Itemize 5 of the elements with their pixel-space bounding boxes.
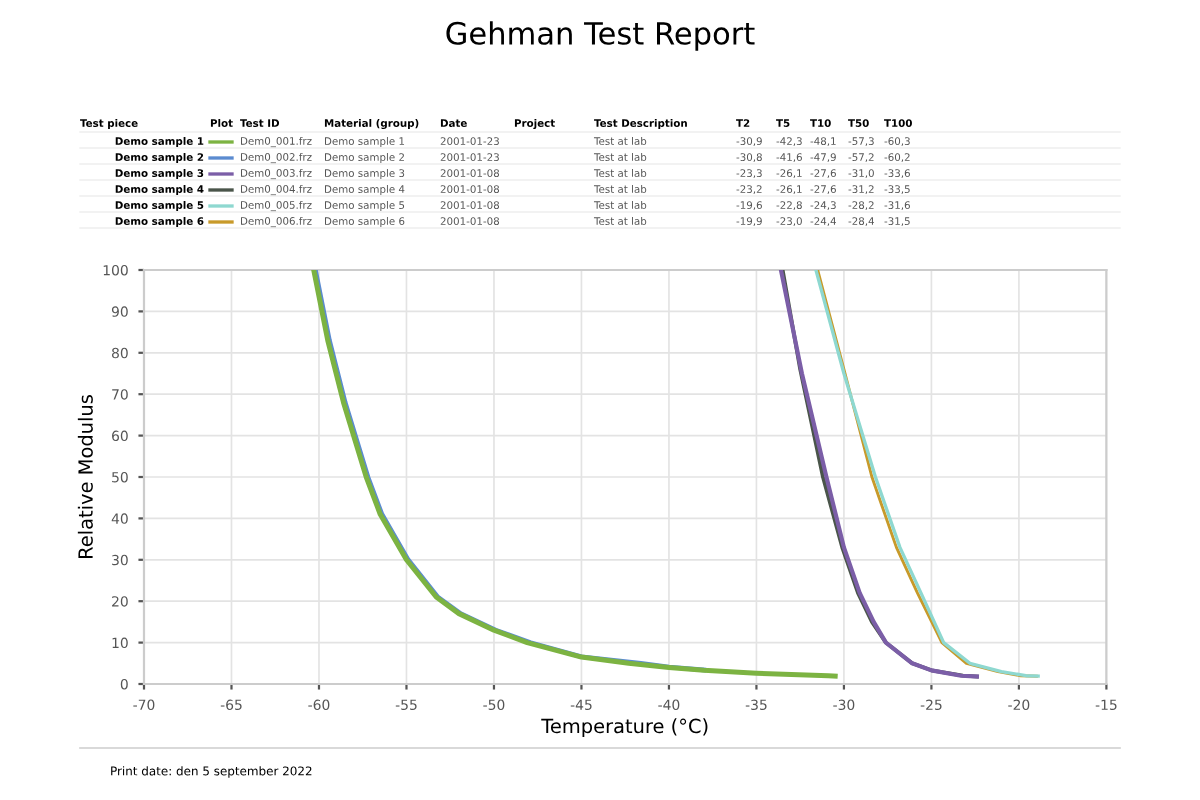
y-axis-title: Relative Modulus (77, 395, 93, 558)
line-series (313, 270, 707, 673)
chart-title: Gehman Test Report (446, 21, 755, 51)
line-series (311, 270, 838, 679)
x-axis-title: Temperature (°C) (541, 718, 708, 738)
